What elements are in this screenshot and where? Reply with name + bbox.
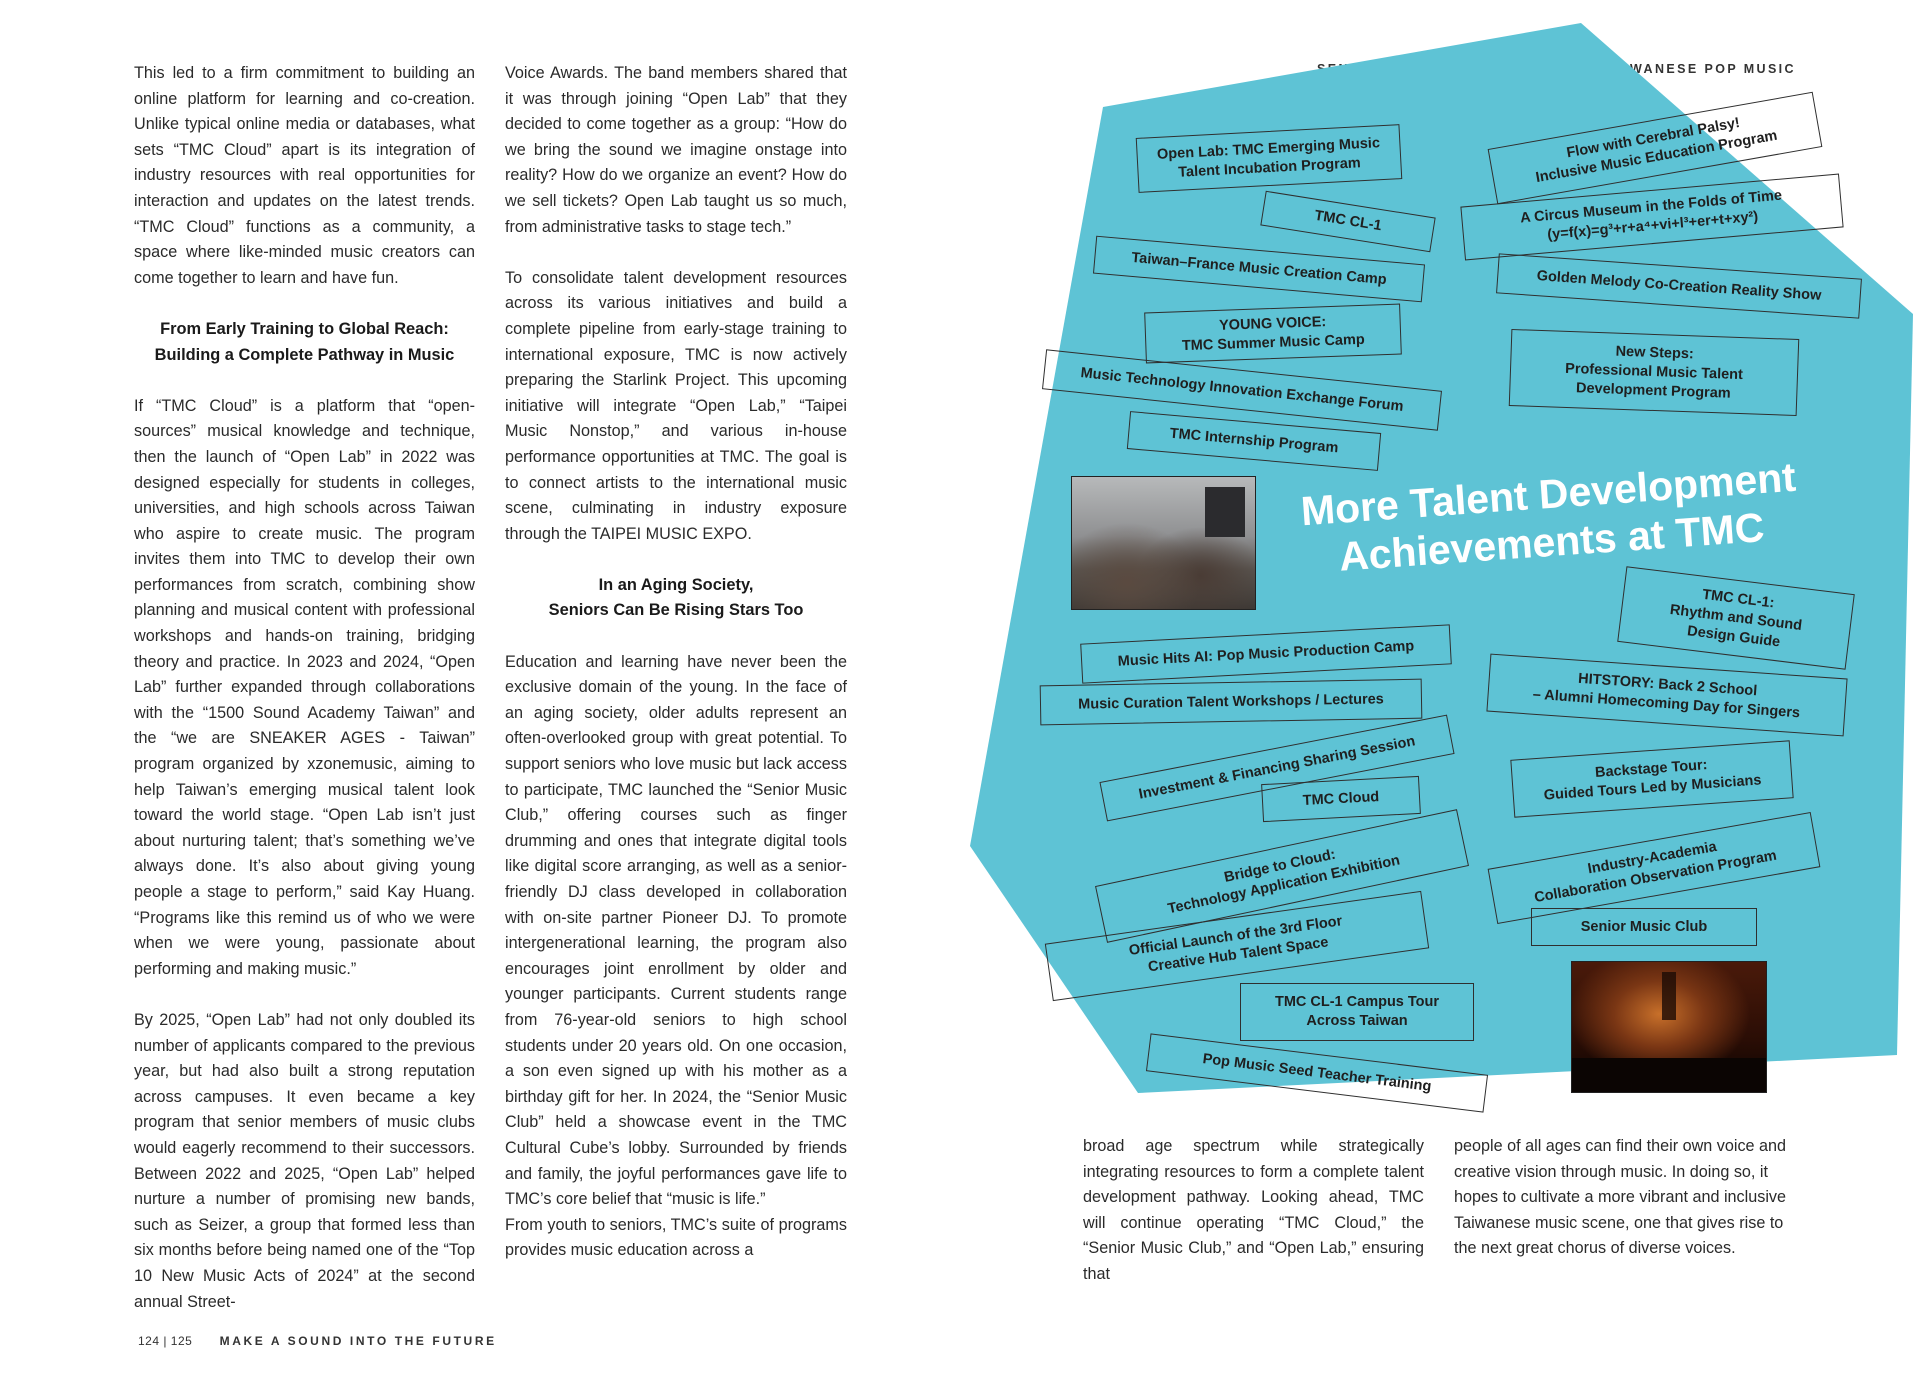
heading-line: Seniors Can Be Rising Stars Too (548, 601, 804, 620)
page-numbers: 124 | 125 (138, 1334, 193, 1348)
photo-detail (1205, 487, 1245, 537)
article-column-4: people of all ages can find their own vo… (1454, 1134, 1794, 1262)
paragraph: By 2025, “Open Lab” had not only doubled… (134, 1010, 475, 1311)
paragraph: To consolidate talent development resour… (505, 268, 847, 543)
program-young-voice: YOUNG VOICE: TMC Summer Music Camp (1144, 303, 1402, 364)
paragraph: From youth to seniors, TMC’s suite of pr… (505, 1215, 847, 1260)
paragraph: Education and learning have never been t… (505, 652, 847, 1209)
article-column-1: This led to a firm commitment to buildin… (134, 61, 475, 1315)
paragraph: Voice Awards. The band members shared th… (505, 64, 847, 236)
article-column-2: Voice Awards. The band members shared th… (505, 61, 847, 1264)
workshop-photo (1071, 476, 1256, 610)
heading-line: In an Aging Society, (598, 575, 754, 594)
article-column-3: broad age spectrum while strategically i… (1083, 1134, 1424, 1288)
paragraph: broad age spectrum while strategically i… (1083, 1137, 1424, 1283)
program-new-steps: New Steps: Professional Music Talent Dev… (1508, 328, 1800, 417)
program-music-curation: Music Curation Talent Workshops / Lectur… (1039, 678, 1423, 726)
paragraph: people of all ages can find their own vo… (1454, 1137, 1787, 1258)
section-heading: In an Aging Society, Seniors Can Be Risi… (505, 573, 847, 624)
program-campus-tour: TMC CL-1 Campus Tour Across Taiwan (1240, 983, 1474, 1041)
publication-title: MAKE A SOUND INTO THE FUTURE (219, 1334, 497, 1348)
paragraph: If “TMC Cloud” is a platform that “open-… (134, 396, 475, 978)
section-heading: From Early Training to Global Reach: Bui… (134, 317, 475, 368)
paragraph: This led to a firm commitment to buildin… (134, 64, 475, 287)
page-footer: 124 | 125 MAKE A SOUND INTO THE FUTURE (138, 1334, 497, 1348)
photo-detail (1662, 972, 1676, 1020)
heading-line: From Early Training to Global Reach: (160, 319, 449, 338)
heading-line: Building a Complete Pathway in Music (154, 345, 455, 364)
teal-polygon (970, 23, 1913, 1093)
program-senior-music-club: Senior Music Club (1531, 908, 1757, 946)
concert-photo (1571, 961, 1767, 1093)
photo-detail (1572, 1058, 1766, 1092)
